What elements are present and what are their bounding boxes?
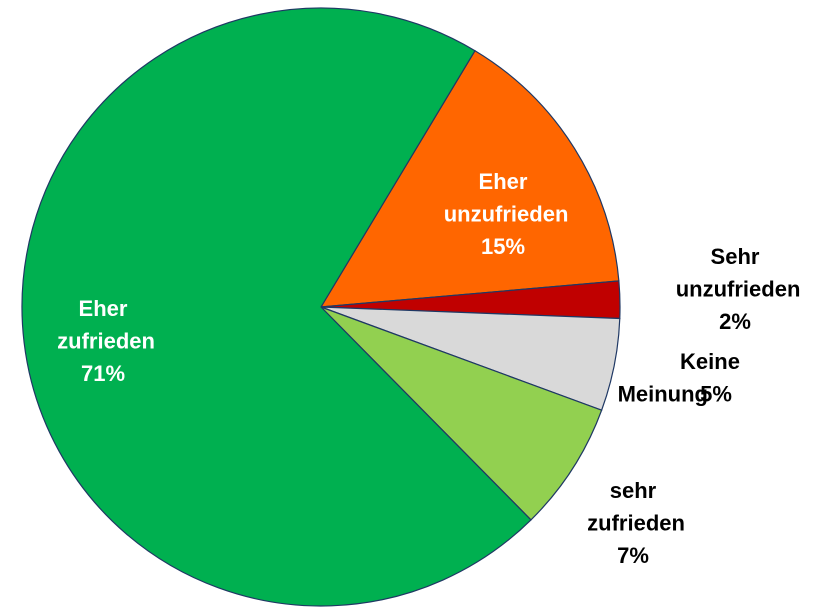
value-label: 71% xyxy=(81,361,125,386)
label-line: Keine xyxy=(680,349,740,374)
label-line: zufrieden xyxy=(51,328,155,353)
label-line: unzufrieden xyxy=(438,201,569,226)
value-label: 5% xyxy=(700,381,732,406)
pie-slice xyxy=(319,49,620,308)
value-label: 7% xyxy=(617,543,649,568)
slice-label: sehr zufrieden xyxy=(581,478,685,536)
value-label: 2% xyxy=(719,309,751,334)
label-line: Eher xyxy=(479,169,528,194)
slice-label: Keine Meinung xyxy=(611,349,740,407)
pie-slice xyxy=(320,306,603,521)
slice-label: Eher zufrieden xyxy=(51,296,155,354)
value-label: 15% xyxy=(481,234,525,259)
slice-label: Sehr unzufrieden xyxy=(670,244,801,302)
label-line: Eher xyxy=(79,296,128,321)
label-line: Meinung xyxy=(611,381,708,406)
pie-slice xyxy=(21,7,532,607)
label-line: zufrieden xyxy=(581,510,685,535)
label-line: Sehr xyxy=(711,244,760,269)
slice-label: Eher unzufrieden xyxy=(438,169,569,227)
label-line: sehr xyxy=(610,478,657,503)
label-line: unzufrieden xyxy=(670,276,801,301)
